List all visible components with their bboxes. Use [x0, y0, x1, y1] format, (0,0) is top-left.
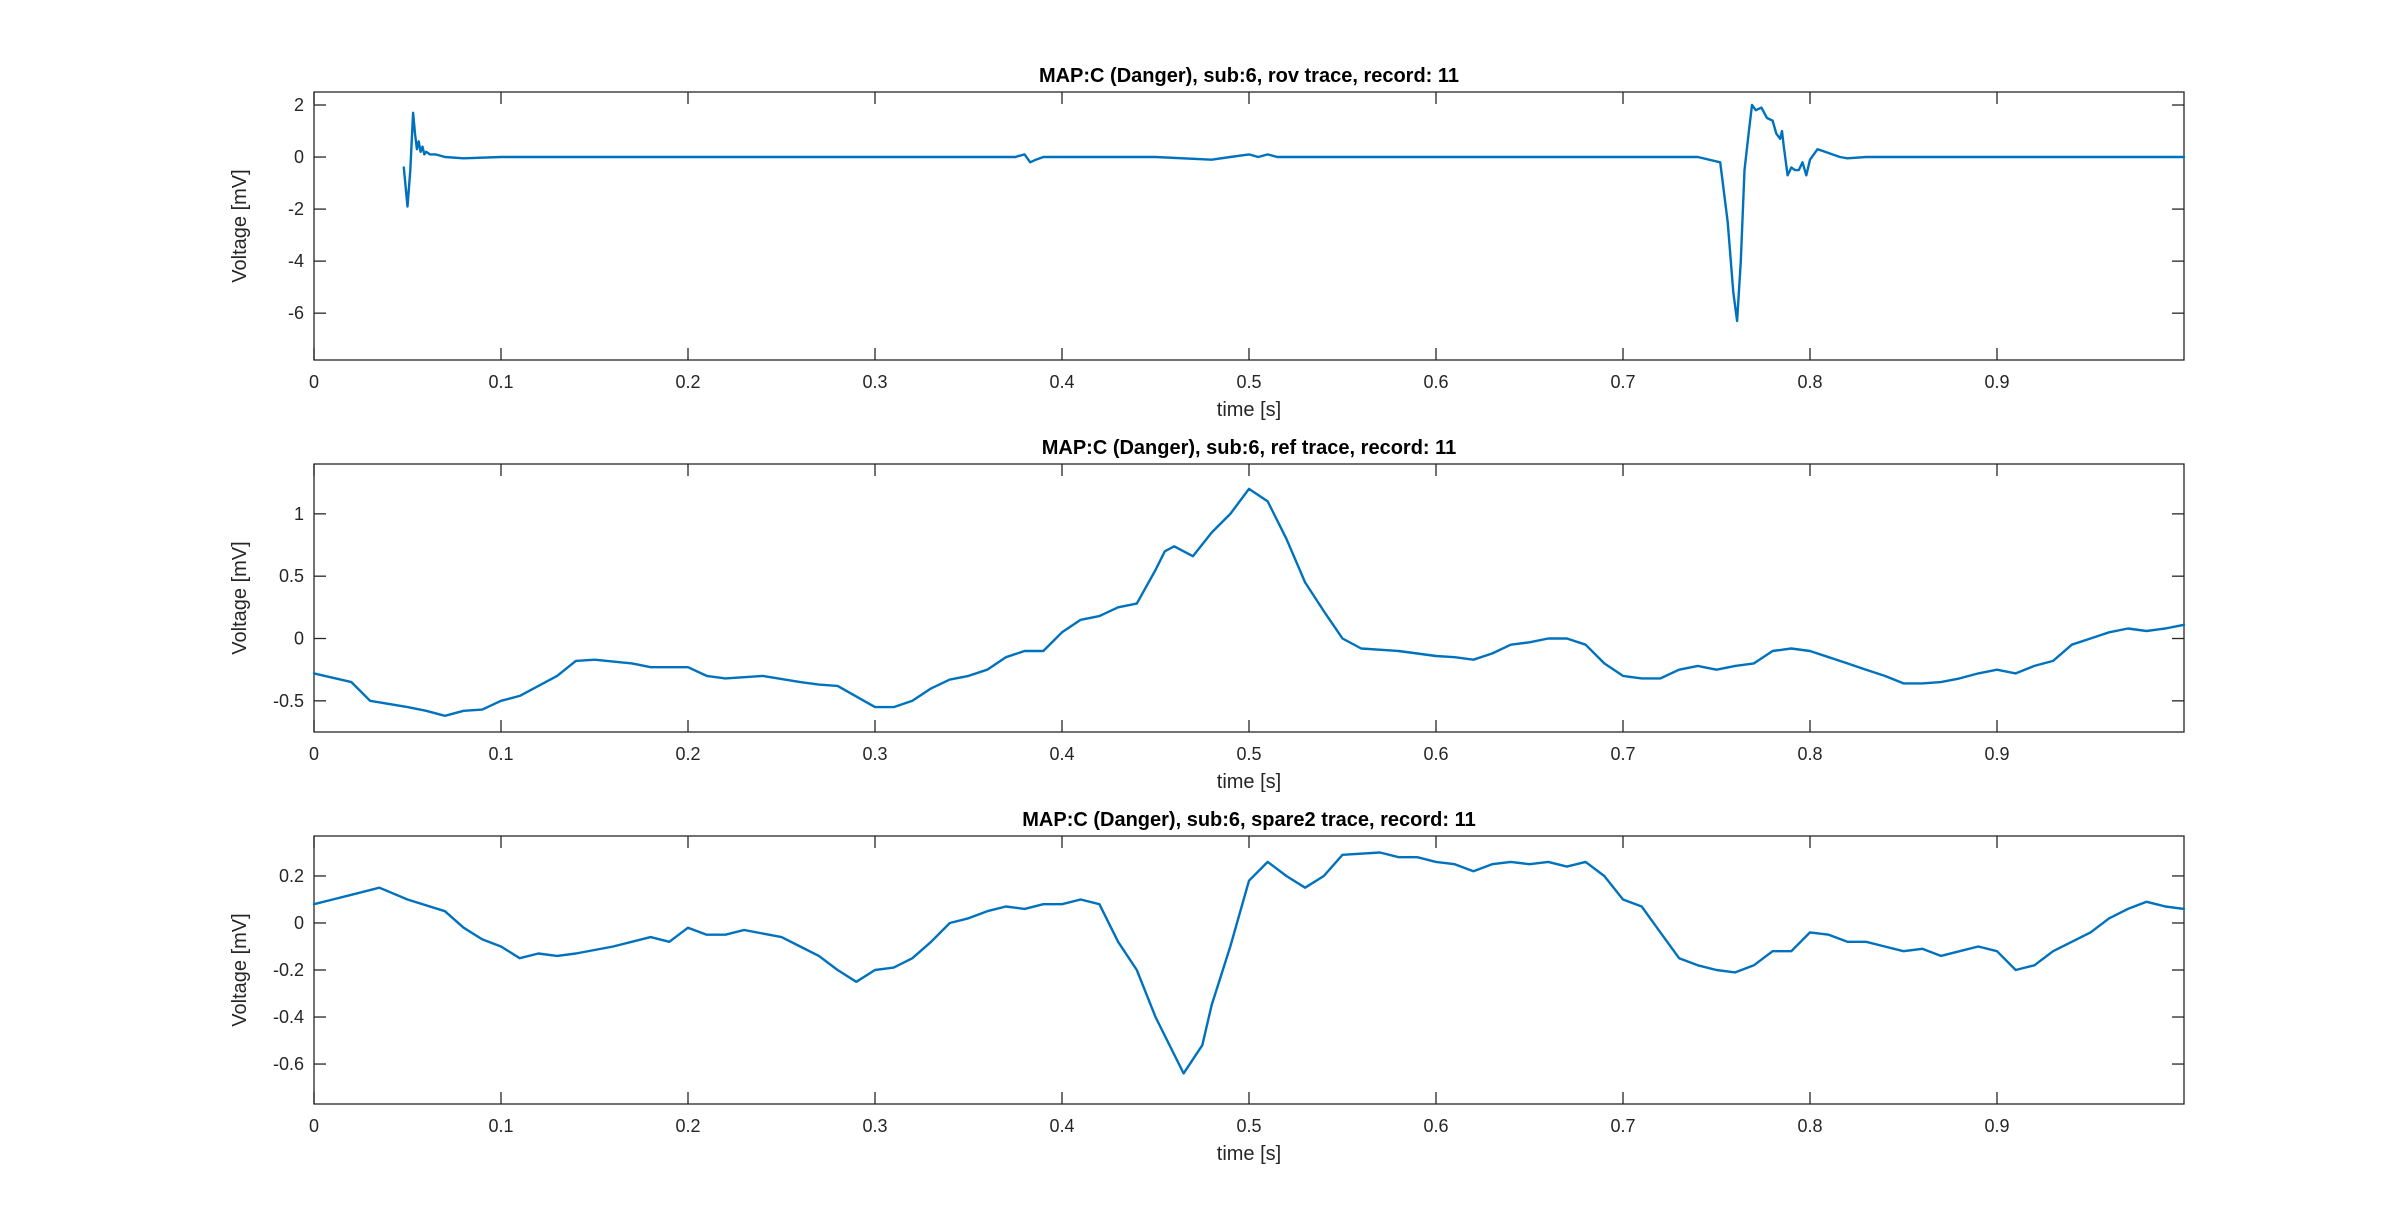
x-axis-label: time [s]	[1217, 1143, 1281, 1165]
y-tick-label: 1	[294, 504, 304, 524]
x-axis-label: time [s]	[1217, 771, 1281, 793]
x-tick-label: 0.2	[675, 1116, 700, 1136]
x-tick-label: 0.4	[1049, 1116, 1074, 1136]
x-tick-label: 0.8	[1797, 744, 1822, 764]
trace-line	[312, 487, 2186, 717]
x-tick-label: 0.8	[1797, 372, 1822, 392]
subplot-ref-trace: 0 0.1 0.2 0.3 0.4 0.5 0.6 0.7 0.8 0.9 -0.5 0 0.5 1 MAP…	[229, 437, 2186, 793]
plot-area	[313, 91, 2185, 361]
x-tick-label: 0.1	[488, 372, 513, 392]
x-tick-label: 0.5	[1236, 1116, 1261, 1136]
y-tick-label: -0.5	[273, 691, 304, 711]
x-tick-label: 0.4	[1049, 744, 1074, 764]
chart-title: MAP:C (Danger), sub:6, spare2 trace, rec…	[1022, 809, 1475, 831]
plot-area	[313, 835, 2185, 1105]
y-tick-label: -2	[288, 199, 304, 219]
x-tick-label: 0.9	[1984, 1116, 2009, 1136]
x-tick-label: 0.4	[1049, 372, 1074, 392]
x-tick-label: 0.3	[862, 744, 887, 764]
x-tick-label: 0.1	[488, 744, 513, 764]
y-tick-label: -6	[288, 303, 304, 323]
x-tick-label: 0.6	[1423, 372, 1448, 392]
x-tick-label: 0	[309, 744, 319, 764]
y-axis-label: Voltage [mV]	[229, 913, 251, 1026]
trace-line	[402, 103, 2186, 323]
x-tick-label: 0.3	[862, 1116, 887, 1136]
x-tick-label: 0.7	[1610, 1116, 1635, 1136]
x-tick-label: 0.8	[1797, 1116, 1822, 1136]
subplot-spare2-trace: 0 0.1 0.2 0.3 0.4 0.5 0.6 0.7 0.8 0.9 -0.6 -0.4 -0.2…	[229, 809, 2186, 1165]
y-tick-label: 0	[294, 629, 304, 649]
y-tick-label: -0.6	[273, 1054, 304, 1074]
x-tick-label: 0	[309, 1116, 319, 1136]
y-axis-label: Voltage [mV]	[229, 541, 251, 654]
y-tick-label: 0	[294, 147, 304, 167]
x-tick-label: 0.5	[1236, 744, 1261, 764]
y-tick-label: 0.5	[279, 566, 304, 586]
x-tick-label: 0.2	[675, 744, 700, 764]
x-tick-label: 0.6	[1423, 744, 1448, 764]
x-tick-label: 0.3	[862, 372, 887, 392]
x-tick-label: 0.7	[1610, 744, 1635, 764]
subplot-rov-trace: 0 0.1 0.2 0.3 0.4 0.5 0.6 0.7 0.8 0.9 -6 -4 -2 0 2 MAP:…	[229, 65, 2186, 421]
chart-title: MAP:C (Danger), sub:6, ref trace, record…	[1042, 437, 1457, 459]
x-tick-label: 0.7	[1610, 372, 1635, 392]
chart-title: MAP:C (Danger), sub:6, rov trace, record…	[1039, 65, 1459, 87]
x-tick-label: 0.1	[488, 1116, 513, 1136]
plot-area	[313, 463, 2185, 733]
y-tick-label: 0	[294, 913, 304, 933]
trace-line	[312, 851, 2186, 1075]
x-tick-label: 0.6	[1423, 1116, 1448, 1136]
x-tick-label: 0.9	[1984, 744, 2009, 764]
x-tick-label: 0.5	[1236, 372, 1261, 392]
x-tick-label: 0.9	[1984, 372, 2009, 392]
y-tick-label: 2	[294, 95, 304, 115]
y-tick-label: -0.4	[273, 1007, 304, 1027]
x-tick-label: 0	[309, 372, 319, 392]
x-tick-label: 0.2	[675, 372, 700, 392]
y-tick-label: -4	[288, 251, 304, 271]
y-tick-label: 0.2	[279, 866, 304, 886]
x-axis-label: time [s]	[1217, 399, 1281, 421]
y-axis-label: Voltage [mV]	[229, 169, 251, 282]
y-tick-label: -0.2	[273, 960, 304, 980]
